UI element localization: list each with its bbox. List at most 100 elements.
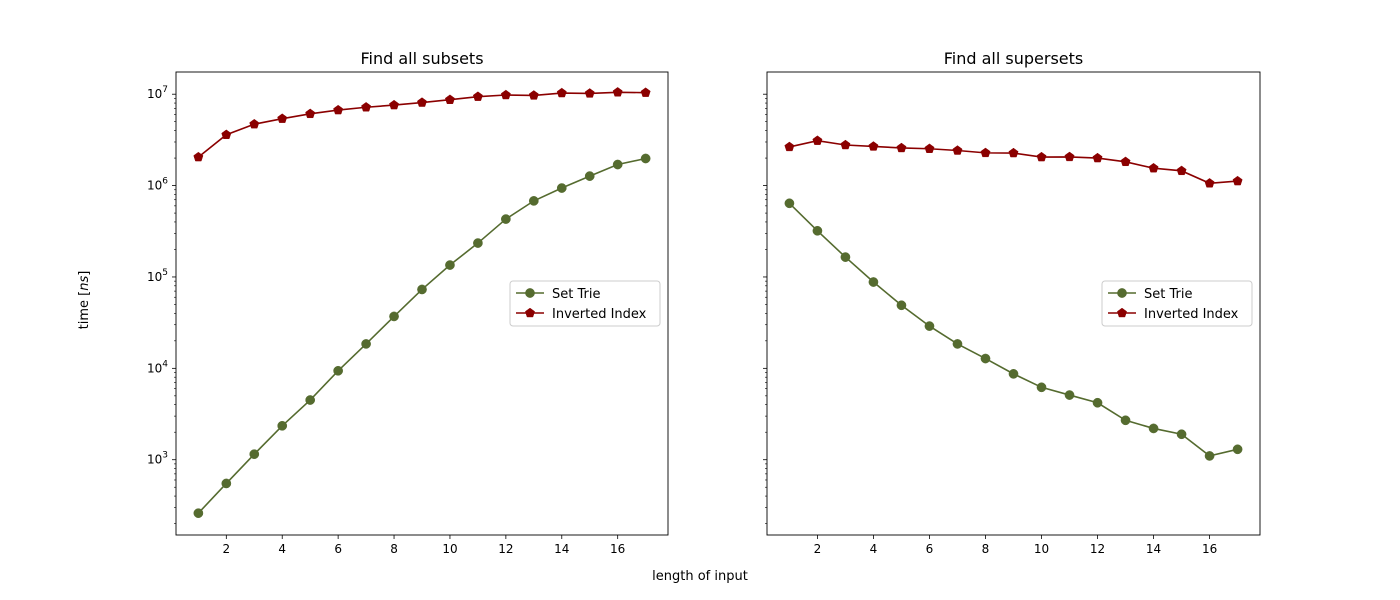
data-point: [980, 353, 991, 364]
data-point: [501, 214, 511, 224]
data-point: [1064, 390, 1075, 400]
data-point: [840, 139, 851, 150]
series-set-trie: [784, 198, 1243, 461]
data-point: [812, 225, 823, 236]
data-point: [249, 118, 260, 129]
data-point: [1120, 156, 1131, 167]
data-point: [473, 238, 483, 248]
data-point: [277, 113, 288, 123]
x-tick-label: 6: [334, 542, 342, 556]
data-point: [952, 339, 963, 349]
data-point: [1008, 147, 1019, 158]
subplot-supersets: Find all supersets 2 4 6 8 10 12 14 16 Set Trie In…: [763, 49, 1261, 556]
legend-entry: Inverted Index: [1108, 307, 1239, 322]
data-point: [1148, 423, 1159, 434]
x-tick-label: 14: [554, 542, 569, 556]
data-point: [924, 321, 935, 331]
legend-label: Set Trie: [552, 287, 600, 302]
data-point: [952, 145, 963, 155]
data-point: [584, 171, 595, 181]
data-point: [500, 89, 511, 100]
data-point: [1148, 162, 1159, 173]
data-point: [305, 108, 316, 119]
legend-box: [509, 280, 661, 327]
series-inverted-index: [193, 87, 651, 162]
x-tick-label: 4: [278, 542, 286, 556]
x-tick-label: 16: [1202, 542, 1217, 556]
data-point: [640, 153, 651, 164]
y-tick-label: 105: [147, 268, 168, 284]
data-point: [1092, 152, 1103, 163]
data-point: [1120, 415, 1131, 426]
plot-frame: [766, 71, 1261, 536]
data-point: [784, 198, 795, 209]
data-point: [924, 143, 935, 153]
data-point: [1036, 151, 1047, 162]
data-point: [277, 420, 288, 431]
data-point: [896, 300, 907, 311]
y-tick-label: 106: [147, 177, 168, 193]
data-point: [444, 94, 455, 104]
shared-y-axis-label: time [ns]: [77, 271, 92, 330]
x-tick-label: 8: [390, 542, 398, 556]
data-point: [221, 129, 232, 139]
data-point: [1204, 178, 1215, 188]
data-point: [980, 147, 991, 158]
data-point: [584, 88, 595, 98]
x-tick-label: 10: [442, 542, 457, 556]
data-point: [896, 142, 907, 153]
legend-marker: [1117, 307, 1127, 318]
data-point: [333, 104, 344, 115]
data-point: [445, 260, 455, 270]
data-point: [1092, 397, 1103, 408]
data-point: [528, 90, 539, 100]
data-point: [193, 151, 204, 162]
legend: Set Trie Inverted Index: [1101, 280, 1253, 327]
x-tick-label: 16: [610, 542, 625, 556]
series-set-trie: [193, 153, 651, 519]
subplot-subsets: Find all subsets 2 4 6 8 10 12 14 16 103 104 105 106…: [147, 49, 669, 556]
y-tick-label: 104: [147, 359, 168, 375]
data-point: [784, 141, 795, 152]
x-tick-label: 4: [870, 542, 878, 556]
data-point: [1204, 451, 1215, 461]
legend-entry: Inverted Index: [516, 307, 647, 322]
x-tick-label: 8: [982, 542, 990, 556]
subplot-title: Find all subsets: [360, 49, 483, 68]
data-point: [612, 87, 623, 97]
data-point: [417, 97, 427, 107]
data-point: [812, 135, 823, 145]
x-tick-label: 10: [1034, 542, 1049, 556]
legend-box: [1101, 280, 1253, 327]
data-point: [556, 183, 567, 193]
data-point: [333, 365, 343, 376]
legend-marker: [525, 307, 535, 318]
data-point: [1232, 444, 1243, 455]
x-tick-label: 6: [926, 542, 934, 556]
data-point: [472, 91, 483, 101]
legend-marker: [525, 288, 535, 298]
data-point: [361, 102, 372, 112]
data-point: [868, 141, 879, 151]
data-point: [389, 311, 399, 322]
data-point: [840, 252, 851, 262]
y-tick-label: 103: [147, 451, 168, 467]
series-inverted-index: [784, 135, 1243, 188]
legend-label: Inverted Index: [1144, 307, 1239, 322]
series-line: [197, 157, 646, 514]
data-point: [361, 339, 371, 349]
data-point: [193, 508, 204, 519]
plot-frame: [175, 71, 669, 536]
data-point: [389, 99, 400, 110]
subplot-title: Find all supersets: [944, 49, 1084, 68]
data-point: [1036, 382, 1047, 393]
series-line: [788, 202, 1238, 457]
data-point: [1176, 165, 1187, 176]
x-tick-label: 2: [814, 542, 822, 556]
data-point: [528, 196, 539, 206]
data-point: [556, 87, 567, 98]
data-point: [612, 159, 623, 170]
legend-entry: Set Trie: [516, 287, 600, 302]
